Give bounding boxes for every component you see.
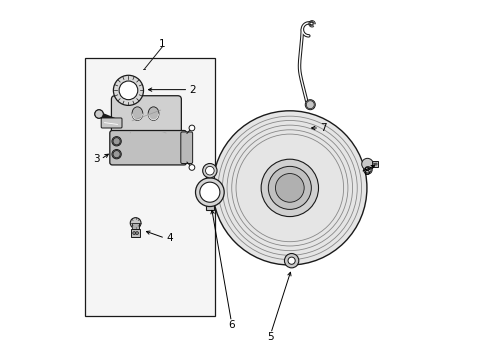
- Circle shape: [130, 218, 141, 228]
- Circle shape: [200, 182, 220, 202]
- Ellipse shape: [148, 107, 159, 121]
- Circle shape: [133, 231, 136, 234]
- Circle shape: [196, 178, 224, 207]
- Text: 4: 4: [167, 233, 173, 243]
- Bar: [85, 58, 215, 316]
- Circle shape: [213, 111, 367, 265]
- Circle shape: [189, 125, 195, 131]
- Bar: [206, 166, 214, 210]
- Circle shape: [275, 174, 304, 202]
- Circle shape: [119, 81, 138, 100]
- Circle shape: [375, 163, 377, 165]
- Circle shape: [203, 163, 217, 178]
- Circle shape: [95, 110, 103, 118]
- Circle shape: [189, 165, 195, 170]
- Circle shape: [136, 231, 139, 234]
- Text: 5: 5: [268, 332, 274, 342]
- Text: 1: 1: [159, 40, 166, 49]
- FancyBboxPatch shape: [111, 96, 181, 135]
- Text: 7: 7: [320, 123, 327, 133]
- FancyBboxPatch shape: [181, 132, 193, 163]
- Text: 2: 2: [190, 85, 196, 95]
- FancyBboxPatch shape: [110, 131, 187, 165]
- Bar: [131, 229, 140, 237]
- Text: 6: 6: [228, 320, 235, 330]
- FancyBboxPatch shape: [101, 118, 122, 128]
- Circle shape: [113, 75, 144, 105]
- Circle shape: [372, 163, 375, 165]
- Circle shape: [305, 100, 315, 110]
- Ellipse shape: [132, 107, 143, 121]
- Circle shape: [112, 136, 122, 146]
- Circle shape: [285, 253, 299, 268]
- Circle shape: [269, 166, 311, 210]
- Bar: [132, 223, 139, 229]
- Circle shape: [364, 166, 372, 174]
- Circle shape: [261, 159, 318, 217]
- Circle shape: [112, 149, 122, 159]
- Circle shape: [205, 166, 214, 175]
- Circle shape: [288, 257, 295, 264]
- Text: 8: 8: [363, 167, 369, 177]
- Circle shape: [362, 158, 373, 170]
- Bar: [372, 161, 378, 167]
- Text: 3: 3: [93, 154, 99, 164]
